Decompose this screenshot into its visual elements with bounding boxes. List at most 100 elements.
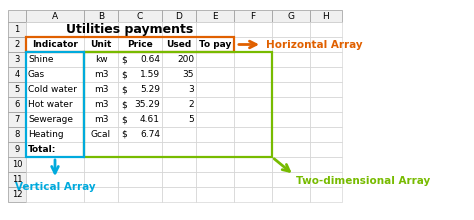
Bar (26, 172, 84, 187)
Bar (26, 97, 84, 112)
Text: 6: 6 (14, 100, 20, 109)
Text: kw: kw (95, 55, 107, 64)
Bar (162, 37, 196, 52)
Bar (84, 142, 118, 157)
Text: Vertical Array: Vertical Array (15, 182, 95, 192)
Text: 10: 10 (12, 160, 22, 169)
Bar (310, 112, 342, 127)
Text: m3: m3 (94, 70, 108, 79)
Bar (162, 82, 196, 97)
Bar (8, 112, 26, 127)
Bar (310, 172, 342, 187)
Text: 0.64: 0.64 (140, 55, 160, 64)
Bar (234, 157, 272, 172)
Text: 6.74: 6.74 (140, 130, 160, 139)
Bar (26, 67, 84, 82)
Bar (162, 127, 196, 142)
Bar (196, 67, 234, 82)
Bar (272, 82, 310, 97)
Bar (272, 10, 310, 22)
Bar (196, 187, 234, 202)
Bar (118, 97, 162, 112)
Bar (8, 127, 26, 142)
Bar (118, 67, 162, 82)
Bar (26, 37, 234, 52)
Text: 2: 2 (188, 100, 194, 109)
Text: Unit: Unit (91, 40, 112, 49)
Bar (84, 37, 118, 52)
Text: D: D (175, 11, 182, 20)
Bar (8, 52, 26, 67)
Text: 3: 3 (14, 55, 20, 64)
Bar (234, 127, 272, 142)
Text: H: H (323, 11, 329, 20)
Bar (196, 172, 234, 187)
Bar (84, 52, 118, 67)
Bar (84, 157, 118, 172)
Bar (272, 97, 310, 112)
Bar (272, 22, 310, 37)
Text: Hot water: Hot water (28, 100, 73, 109)
Text: 35: 35 (182, 70, 194, 79)
Text: $: $ (121, 115, 127, 124)
Bar (162, 97, 196, 112)
Bar (310, 37, 342, 52)
Bar (8, 157, 26, 172)
Bar (272, 67, 310, 82)
Bar (118, 142, 162, 157)
Bar (196, 82, 234, 97)
Text: 9: 9 (14, 145, 19, 154)
Bar (26, 82, 84, 97)
Bar (118, 157, 162, 172)
Text: 7: 7 (14, 115, 20, 124)
Bar (162, 10, 196, 22)
Bar (162, 187, 196, 202)
Bar (162, 22, 196, 37)
Text: Gcal: Gcal (91, 130, 111, 139)
Text: 35.29: 35.29 (134, 100, 160, 109)
Bar (310, 157, 342, 172)
Bar (272, 127, 310, 142)
Text: Two-dimensional Array: Two-dimensional Array (296, 176, 430, 186)
Bar (118, 22, 162, 37)
Bar (310, 142, 342, 157)
Bar (196, 37, 234, 52)
Bar (310, 82, 342, 97)
Text: $: $ (121, 85, 127, 94)
Bar (84, 97, 118, 112)
Bar (84, 52, 272, 157)
Bar (26, 10, 84, 22)
Bar (234, 10, 272, 22)
Bar (310, 10, 342, 22)
Bar (118, 112, 162, 127)
Bar (196, 22, 234, 37)
Bar (118, 172, 162, 187)
Bar (8, 10, 26, 22)
Bar (118, 37, 162, 52)
Bar (84, 22, 118, 37)
Text: To pay: To pay (199, 40, 231, 49)
Bar (272, 187, 310, 202)
Text: 5.29: 5.29 (140, 85, 160, 94)
Bar (8, 22, 26, 37)
Bar (84, 67, 118, 82)
Bar (272, 37, 310, 52)
Bar (234, 52, 272, 67)
Text: Total:: Total: (28, 145, 56, 154)
Bar (272, 172, 310, 187)
Bar (310, 67, 342, 82)
Bar (8, 172, 26, 187)
Bar (84, 10, 118, 22)
Text: G: G (288, 11, 294, 20)
Text: $: $ (121, 100, 127, 109)
Bar (84, 187, 118, 202)
Text: m3: m3 (94, 85, 108, 94)
Text: 200: 200 (177, 55, 194, 64)
Text: Cold water: Cold water (28, 85, 77, 94)
Bar (8, 37, 26, 52)
Text: A: A (52, 11, 58, 20)
Text: 11: 11 (12, 175, 22, 184)
Text: $: $ (121, 55, 127, 64)
Text: B: B (98, 11, 104, 20)
Bar (234, 37, 272, 52)
